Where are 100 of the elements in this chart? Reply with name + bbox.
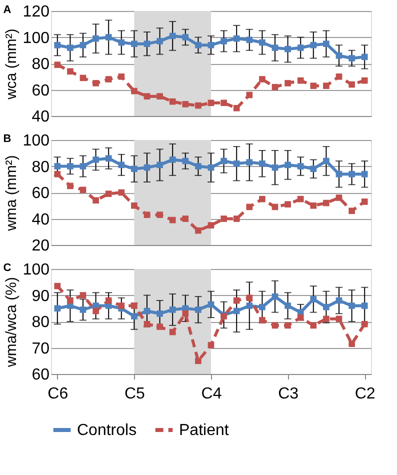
- point: [131, 40, 138, 47]
- point: [361, 302, 368, 309]
- point: [361, 198, 368, 205]
- point: [195, 42, 202, 48]
- y-tick-label: 100: [22, 132, 50, 150]
- point: [144, 40, 150, 47]
- point: [272, 293, 278, 300]
- y-tick-label: 40: [32, 108, 50, 126]
- point: [131, 302, 138, 309]
- point: [259, 196, 266, 202]
- point: [105, 190, 112, 197]
- point: [259, 76, 266, 82]
- point: [297, 314, 304, 321]
- y-tick-label: 120: [22, 4, 50, 20]
- point: [67, 68, 74, 75]
- point: [80, 186, 86, 194]
- point: [259, 160, 266, 167]
- point: [310, 296, 317, 302]
- y-tick-label: 80: [32, 56, 50, 73]
- point: [208, 301, 214, 308]
- point: [246, 294, 253, 302]
- point: [169, 32, 176, 40]
- y-tick-label: 60: [32, 82, 50, 100]
- point: [195, 306, 202, 313]
- x-tick-label: C6: [48, 386, 68, 402]
- point: [246, 159, 253, 166]
- y-tick-label: 100: [22, 30, 50, 47]
- point: [323, 40, 330, 47]
- point: [118, 302, 125, 309]
- point: [54, 42, 61, 48]
- point: [220, 216, 227, 222]
- point: [361, 54, 368, 60]
- point: [220, 100, 227, 106]
- y-tick-label: 90: [32, 288, 50, 305]
- point: [246, 36, 253, 44]
- point: [348, 302, 355, 309]
- point: [348, 170, 355, 178]
- point: [156, 93, 163, 100]
- point: [131, 88, 138, 94]
- point: [284, 201, 291, 208]
- point: [336, 316, 342, 322]
- point: [233, 308, 240, 314]
- point: [131, 166, 138, 172]
- y-tick-label: 80: [32, 158, 50, 176]
- point: [310, 82, 317, 89]
- point: [284, 302, 291, 309]
- point: [105, 297, 112, 304]
- point: [272, 164, 278, 171]
- point: [208, 164, 214, 171]
- point: [182, 34, 189, 40]
- y-tick-label: 100: [22, 262, 50, 278]
- point: [259, 304, 266, 310]
- point: [105, 34, 112, 40]
- point: [92, 197, 99, 204]
- legend-label: Controls: [77, 422, 137, 439]
- point: [118, 39, 125, 46]
- point: [67, 182, 74, 190]
- y-axis-title: wma (mm²): [2, 155, 20, 232]
- point: [92, 80, 99, 86]
- point: [233, 35, 240, 42]
- point: [323, 200, 330, 206]
- point: [131, 313, 138, 320]
- point: [92, 156, 99, 163]
- point: [233, 297, 240, 304]
- point: [131, 202, 138, 209]
- point: [208, 342, 214, 348]
- point: [323, 304, 330, 310]
- point: [105, 155, 112, 162]
- point: [233, 104, 240, 112]
- point: [284, 162, 291, 168]
- point: [272, 44, 278, 51]
- point: [144, 164, 150, 171]
- point: [246, 302, 253, 309]
- point: [182, 101, 189, 108]
- point: [169, 98, 176, 105]
- point: [92, 35, 99, 42]
- point: [361, 170, 368, 178]
- point: [336, 52, 342, 59]
- y-tick-label: 20: [32, 238, 50, 254]
- point: [169, 328, 176, 336]
- point: [118, 73, 125, 80]
- point: [67, 163, 74, 170]
- point: [156, 212, 163, 218]
- point: [144, 320, 150, 328]
- point: [348, 208, 355, 214]
- point: [182, 310, 189, 317]
- point: [80, 306, 86, 313]
- point: [54, 170, 61, 178]
- point: [348, 55, 355, 62]
- point: [54, 163, 61, 170]
- point: [348, 81, 355, 88]
- point: [310, 42, 317, 48]
- y-tick-label: 60: [32, 185, 50, 202]
- point: [323, 316, 330, 322]
- point: [118, 162, 125, 168]
- point: [297, 44, 304, 51]
- point: [80, 42, 86, 48]
- point: [118, 189, 125, 196]
- point: [195, 227, 202, 234]
- point: [297, 163, 304, 170]
